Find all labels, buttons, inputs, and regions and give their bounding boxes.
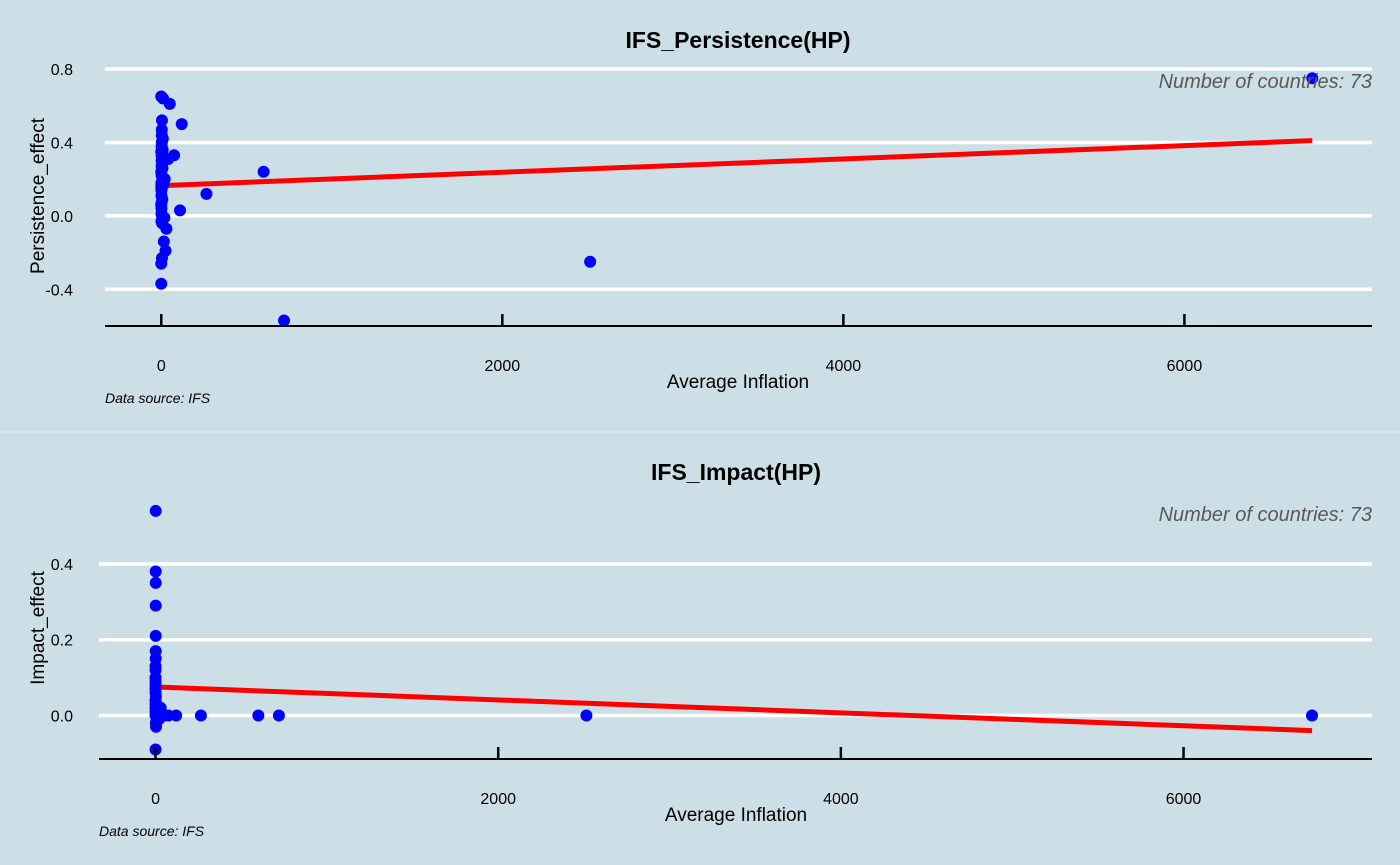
data-point	[149, 709, 162, 722]
x-tick-label: 2000	[480, 791, 516, 808]
data-point	[157, 235, 170, 248]
y-gridlines	[105, 67, 1372, 292]
y-tick-labels: 0.0 0.2 0.4	[51, 557, 73, 725]
x-tick-label: 6000	[1167, 358, 1203, 375]
data-points	[155, 72, 1319, 327]
data-point	[175, 118, 188, 131]
x-tick-label: 0	[157, 358, 166, 375]
chart-title: IFS_Impact(HP)	[651, 459, 821, 485]
regression-line	[162, 138, 1313, 189]
persistence-chart-panel: 0 2000 4000 6000 -0.4 0.0 0.4 0.8 IFS_Persiste…	[28, 27, 1372, 406]
x-tick-label: 4000	[823, 791, 859, 808]
data-point	[155, 277, 168, 290]
data-point	[272, 709, 285, 722]
data-point	[584, 255, 597, 268]
data-point	[155, 257, 168, 270]
y-tick-label: 0.4	[51, 557, 73, 574]
data-point	[580, 709, 593, 722]
y-tick-labels: -0.4 0.0 0.4 0.8	[45, 62, 73, 299]
data-point	[1306, 709, 1319, 722]
data-point	[278, 314, 291, 327]
data-point	[155, 165, 168, 178]
data-point	[155, 180, 168, 193]
x-tick-label: 4000	[826, 358, 862, 375]
data-points	[149, 504, 1319, 756]
data-point	[149, 629, 162, 642]
x-tick-label: 6000	[1166, 791, 1202, 808]
country-count-annotation: Number of countries: 73	[1159, 71, 1372, 93]
x-ticks: 0 2000 4000 6000	[157, 314, 1203, 375]
data-source-caption: Data source: IFS	[99, 823, 205, 839]
x-axis-title: Average Inflation	[667, 372, 809, 393]
data-point	[155, 215, 168, 228]
impact-chart-panel: 0 2000 4000 6000 0.0 0.2 0.4 IFS_Impact(HP) N…	[28, 459, 1372, 839]
data-point	[149, 599, 162, 612]
data-point	[155, 90, 168, 103]
x-ticks: 0 2000 4000 6000	[151, 747, 1201, 808]
data-point	[149, 576, 162, 589]
data-point	[155, 145, 168, 158]
y-tick-label: 0.4	[51, 135, 73, 152]
data-point	[200, 187, 213, 200]
data-point	[155, 114, 168, 127]
y-tick-label: 0.0	[51, 209, 73, 226]
data-point	[155, 198, 168, 211]
data-point	[149, 565, 162, 578]
regression-line	[156, 684, 1313, 734]
y-tick-label: 0.0	[51, 708, 73, 725]
fit-line-layer	[156, 684, 1313, 734]
y-axis-title: Impact_effect	[28, 570, 49, 684]
data-source-caption: Data source: IFS	[105, 390, 211, 406]
data-point	[174, 204, 187, 217]
y-tick-label: 0.2	[51, 633, 73, 650]
y-tick-label: -0.4	[45, 282, 73, 299]
y-gridlines	[99, 562, 1372, 718]
data-point	[257, 165, 270, 178]
y-tick-label: 0.8	[51, 62, 73, 79]
country-count-annotation: Number of countries: 73	[1159, 504, 1372, 526]
data-point	[1306, 72, 1319, 85]
chart-title: IFS_Persistence(HP)	[626, 27, 851, 53]
data-point	[194, 709, 207, 722]
fit-line-layer	[162, 138, 1313, 189]
x-tick-label: 0	[151, 791, 160, 808]
data-point	[252, 709, 265, 722]
x-tick-label: 2000	[485, 358, 521, 375]
x-axis-title: Average Inflation	[665, 805, 807, 826]
data-point	[149, 504, 162, 517]
y-axis-title: Persistence_effect	[28, 117, 49, 274]
